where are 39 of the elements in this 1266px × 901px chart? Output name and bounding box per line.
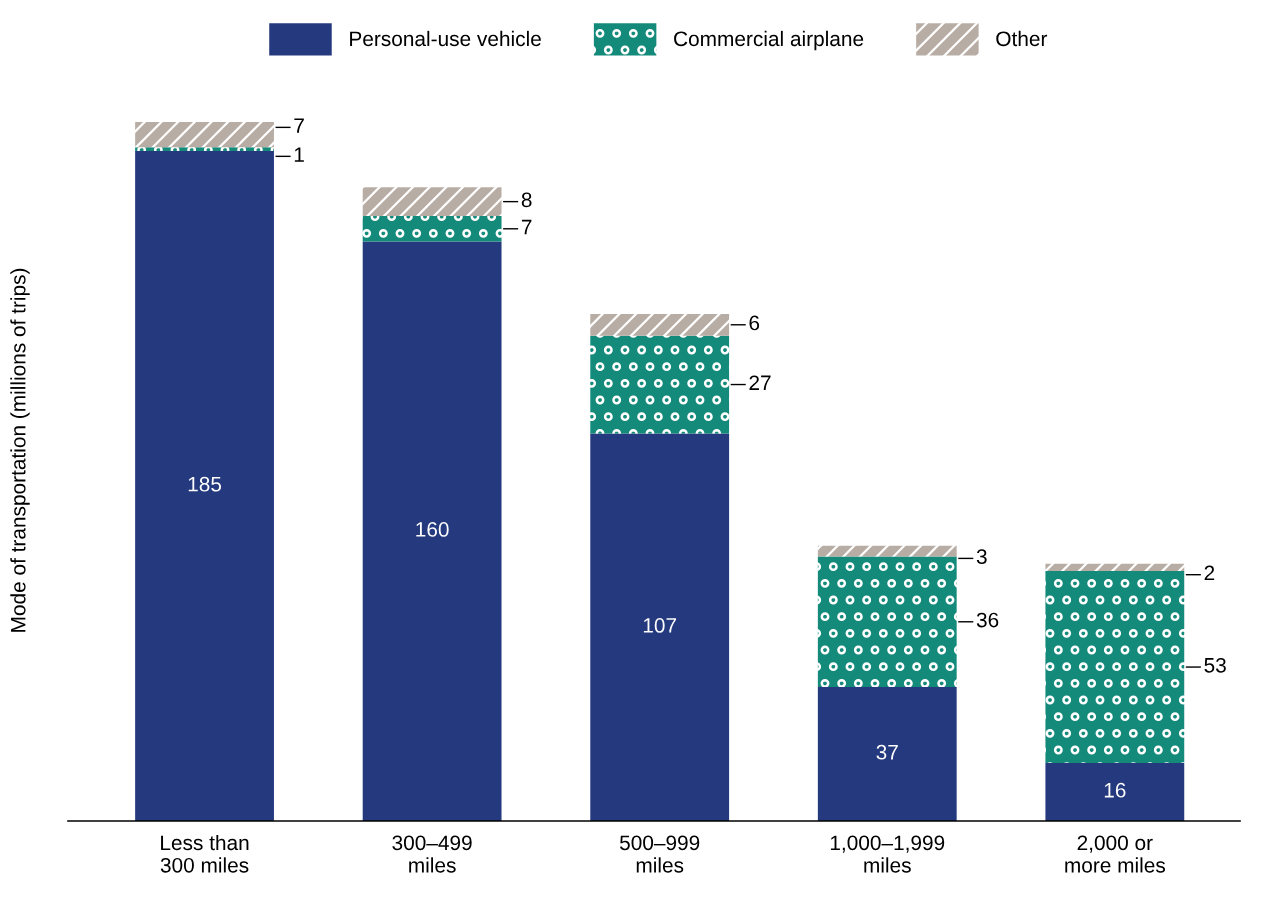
bar bbox=[362, 216, 502, 242]
data-label: 107 bbox=[643, 618, 677, 633]
bar bbox=[817, 545, 957, 557]
bar bbox=[362, 241, 502, 821]
data-label: 16 bbox=[1104, 782, 1126, 798]
bar bbox=[817, 556, 957, 687]
bar bbox=[135, 147, 274, 151]
data-label: 7 bbox=[521, 219, 532, 235]
legend-label: Commercial airplane bbox=[674, 30, 864, 51]
bar bbox=[135, 121, 274, 148]
x-tick-label: 300–499 miles bbox=[392, 835, 472, 873]
bar bbox=[362, 187, 502, 217]
bar bbox=[590, 313, 730, 336]
legend-label: Other bbox=[996, 30, 1048, 47]
bar bbox=[1045, 763, 1185, 821]
y-axis-title: Mode of transportation (millions of trips) bbox=[10, 268, 30, 632]
bar bbox=[1045, 563, 1185, 572]
bar bbox=[1045, 571, 1185, 764]
data-label: 3 bbox=[976, 549, 987, 564]
bar bbox=[590, 335, 730, 434]
data-label: 185 bbox=[188, 476, 222, 492]
data-label: 160 bbox=[416, 522, 449, 537]
data-label: 8 bbox=[521, 192, 532, 208]
bar bbox=[135, 150, 274, 821]
data-label: 27 bbox=[749, 375, 771, 390]
data-label: 36 bbox=[976, 612, 999, 628]
legend-label: Personal-use vehicle bbox=[350, 30, 541, 47]
data-label: 6 bbox=[749, 315, 760, 331]
data-label: 53 bbox=[1204, 657, 1226, 673]
data-label: 2 bbox=[1204, 565, 1215, 581]
data-label: 7 bbox=[294, 118, 304, 133]
data-label: 1 bbox=[294, 147, 304, 162]
bar bbox=[590, 433, 730, 821]
bar bbox=[817, 686, 957, 821]
x-tick-label: Less than 300 miles bbox=[160, 834, 249, 873]
x-tick-label: 2,000 or more miles bbox=[1065, 835, 1166, 873]
x-tick-label: 1,000–1,999 miles bbox=[830, 835, 945, 873]
x-tick-label: 500–999 miles bbox=[619, 835, 700, 873]
data-label: 37 bbox=[876, 744, 898, 760]
